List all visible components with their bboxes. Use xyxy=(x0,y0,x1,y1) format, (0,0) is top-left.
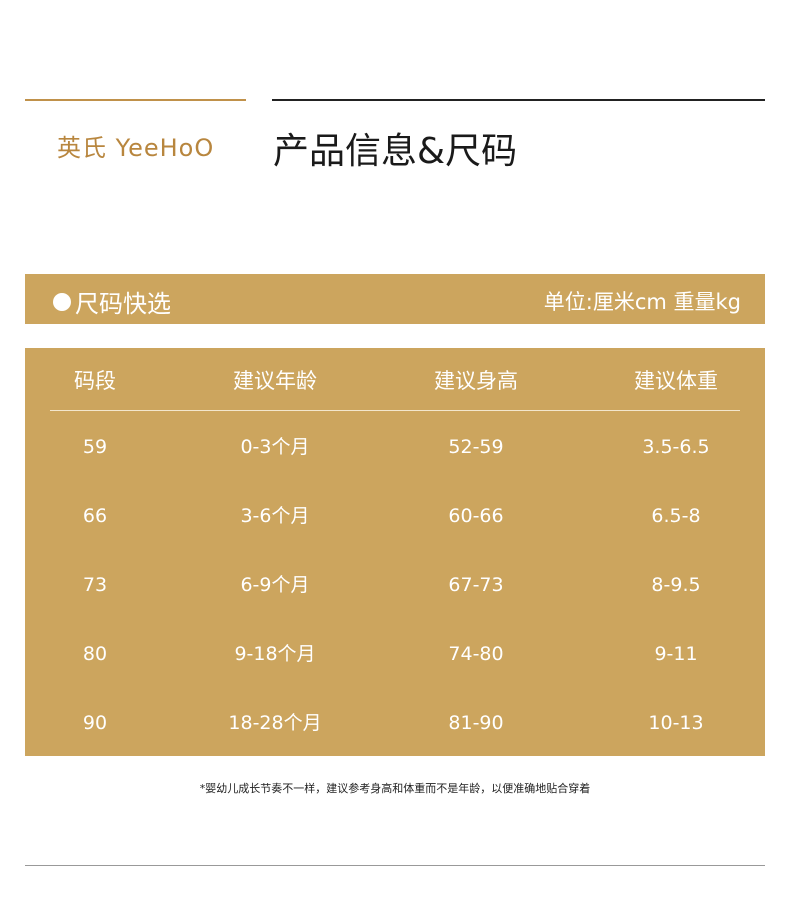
cell-height: 60-66 xyxy=(448,505,504,527)
cell-weight: 8-9.5 xyxy=(651,574,701,596)
header-size: 码段 xyxy=(74,369,116,393)
header-divider xyxy=(50,410,740,411)
bottom-divider xyxy=(25,865,765,866)
dark-divider xyxy=(272,99,765,101)
gold-divider xyxy=(25,99,246,101)
size-quick-select-label: 尺码快选 xyxy=(75,290,171,318)
cell-weight: 6.5-8 xyxy=(651,505,701,527)
cell-size: 66 xyxy=(82,505,108,527)
cell-size: 59 xyxy=(82,436,108,458)
footnote: *婴幼儿成长节奏不一样，建议参考身高和体重而不是年龄，以便准确地贴合穿着 xyxy=(199,782,591,795)
page-title: 产品信息&尺码 xyxy=(273,131,518,172)
cell-age: 6-9个月 xyxy=(240,574,310,596)
header-height: 建议身高 xyxy=(434,369,518,393)
header-age: 建议年龄 xyxy=(233,369,317,393)
cell-age: 9-18个月 xyxy=(234,643,316,665)
cell-size: 90 xyxy=(82,712,108,734)
cell-weight: 3.5-6.5 xyxy=(642,436,710,458)
cell-height: 74-80 xyxy=(448,643,504,665)
cell-height: 52-59 xyxy=(448,436,504,458)
cell-age: 18-28个月 xyxy=(228,712,322,734)
table-row: 80 9-18个月 74-80 9-11 xyxy=(25,634,765,674)
table-row: 73 6-9个月 67-73 8-9.5 xyxy=(25,565,765,605)
cell-height: 67-73 xyxy=(448,574,504,596)
unit-label: 单位:厘米cm 重量kg xyxy=(543,290,741,314)
cell-age: 3-6个月 xyxy=(240,505,310,527)
header-weight: 建议体重 xyxy=(634,369,718,393)
bullet-icon xyxy=(53,292,71,311)
table-row: 59 0-3个月 52-59 3.5-6.5 xyxy=(25,427,765,467)
cell-height: 81-90 xyxy=(448,712,504,734)
cell-size: 80 xyxy=(82,643,108,665)
cell-age: 0-3个月 xyxy=(240,436,310,458)
table-row: 90 18-28个月 81-90 10-13 xyxy=(25,703,765,743)
cell-weight: 10-13 xyxy=(648,712,704,734)
table-row: 66 3-6个月 60-66 6.5-8 xyxy=(25,496,765,536)
cell-weight: 9-11 xyxy=(654,643,698,665)
size-table: 码段 建议年龄 建议身高 建议体重 59 0-3个月 52-59 3.5-6.5 66 3… xyxy=(25,348,765,756)
cell-size: 73 xyxy=(82,574,108,596)
size-quick-select-bar: 尺码快选 单位:厘米cm 重量kg xyxy=(25,274,765,324)
table-header: 码段 建议年龄 建议身高 建议体重 xyxy=(25,361,765,401)
brand-logo: 英氏 YeeHoO xyxy=(57,134,215,162)
